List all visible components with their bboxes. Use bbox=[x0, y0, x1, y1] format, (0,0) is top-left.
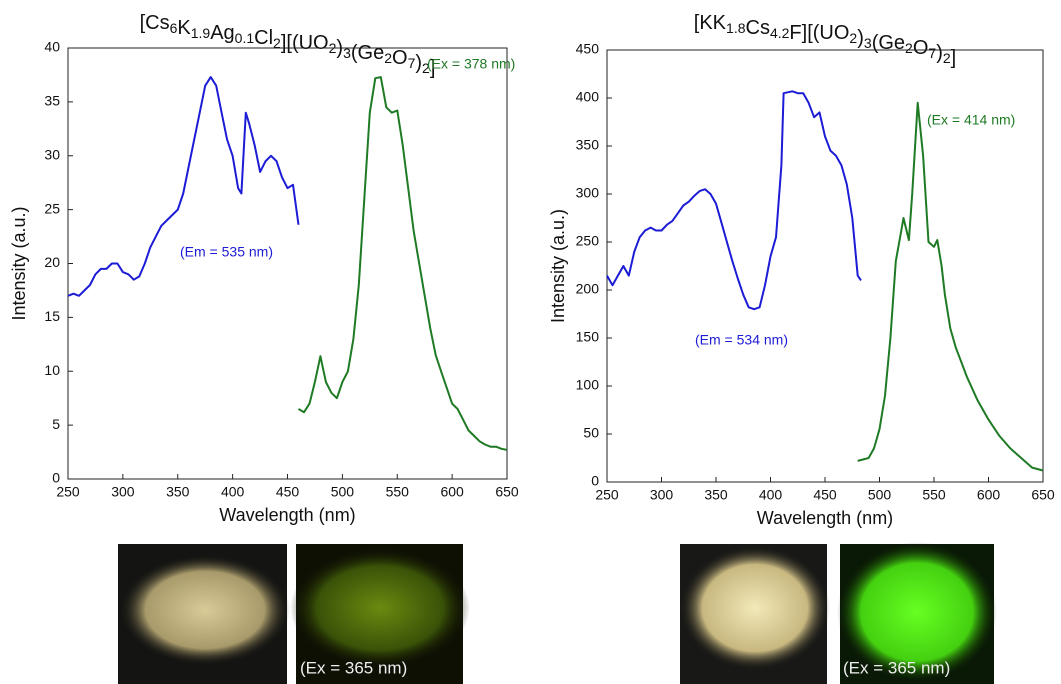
y-tick-label: 25 bbox=[44, 200, 60, 216]
chart-title: [Cs6K1.9Ag0.1Cl2][(UO2)3(Ge2O7)2] bbox=[140, 12, 436, 79]
y-tick-label: 20 bbox=[44, 254, 60, 270]
x-tick-label: 450 bbox=[813, 487, 837, 503]
annotation: (Ex = 378 nm) bbox=[427, 56, 515, 72]
photo bbox=[680, 544, 830, 684]
y-tick-label: 150 bbox=[576, 329, 600, 345]
annotation: (Ex = 414 nm) bbox=[927, 112, 1015, 128]
photo bbox=[118, 544, 290, 684]
y-tick-label: 350 bbox=[576, 137, 600, 153]
y-tick-label: 100 bbox=[576, 377, 600, 393]
y-tick-label: 50 bbox=[583, 425, 599, 441]
x-tick-label: 600 bbox=[440, 484, 464, 500]
y-tick-label: 15 bbox=[44, 308, 60, 324]
spectrum-line bbox=[606, 90, 862, 311]
x-tick-label: 550 bbox=[922, 487, 946, 503]
x-tick-label: 400 bbox=[221, 484, 245, 500]
spectrum-line bbox=[297, 76, 508, 451]
x-tick-label: 550 bbox=[386, 484, 410, 500]
x-tick-label: 650 bbox=[1031, 487, 1055, 503]
x-tick-label: 250 bbox=[56, 484, 80, 500]
photo-caption: (Ex = 365 nm) bbox=[843, 658, 950, 677]
photo bbox=[837, 542, 997, 684]
y-tick-label: 35 bbox=[44, 93, 60, 109]
x-tick-label: 400 bbox=[759, 487, 783, 503]
x-tick-label: 250 bbox=[595, 487, 619, 503]
annotation: (Em = 535 nm) bbox=[180, 244, 273, 260]
plot-frame bbox=[67, 47, 508, 480]
y-tick-label: 400 bbox=[576, 89, 600, 105]
x-tick-label: 450 bbox=[276, 484, 300, 500]
x-tick-label: 500 bbox=[331, 484, 355, 500]
y-tick-label: 450 bbox=[576, 41, 600, 57]
x-tick-label: 350 bbox=[166, 484, 190, 500]
x-axis-title: Wavelength (nm) bbox=[757, 508, 893, 528]
y-tick-label: 10 bbox=[44, 362, 60, 378]
x-tick-label: 300 bbox=[111, 484, 135, 500]
x-tick-label: 350 bbox=[704, 487, 728, 503]
x-tick-label: 300 bbox=[650, 487, 674, 503]
x-tick-label: 600 bbox=[977, 487, 1001, 503]
photo bbox=[290, 544, 470, 684]
photo-caption: (Ex = 365 nm) bbox=[300, 658, 407, 677]
chart-title: [KK1.8Cs4.2F][(UO2)3(Ge2O7)2] bbox=[694, 12, 956, 69]
y-tick-label: 0 bbox=[591, 473, 599, 489]
y-tick-label: 30 bbox=[44, 146, 60, 162]
y-tick-label: 300 bbox=[576, 185, 600, 201]
y-tick-label: 200 bbox=[576, 281, 600, 297]
x-axis-title: Wavelength (nm) bbox=[219, 505, 355, 525]
y-axis-title: Intensity (a.u.) bbox=[9, 206, 29, 320]
spectrum-line bbox=[857, 101, 1044, 472]
x-tick-label: 650 bbox=[495, 484, 519, 500]
x-tick-label: 500 bbox=[868, 487, 892, 503]
y-tick-label: 40 bbox=[44, 39, 60, 55]
spectrum-line bbox=[67, 76, 300, 297]
y-tick-label: 5 bbox=[52, 416, 60, 432]
annotation: (Em = 534 nm) bbox=[695, 332, 788, 348]
y-axis-title: Intensity (a.u.) bbox=[548, 209, 568, 323]
y-tick-label: 250 bbox=[576, 233, 600, 249]
y-tick-label: 0 bbox=[52, 470, 60, 486]
